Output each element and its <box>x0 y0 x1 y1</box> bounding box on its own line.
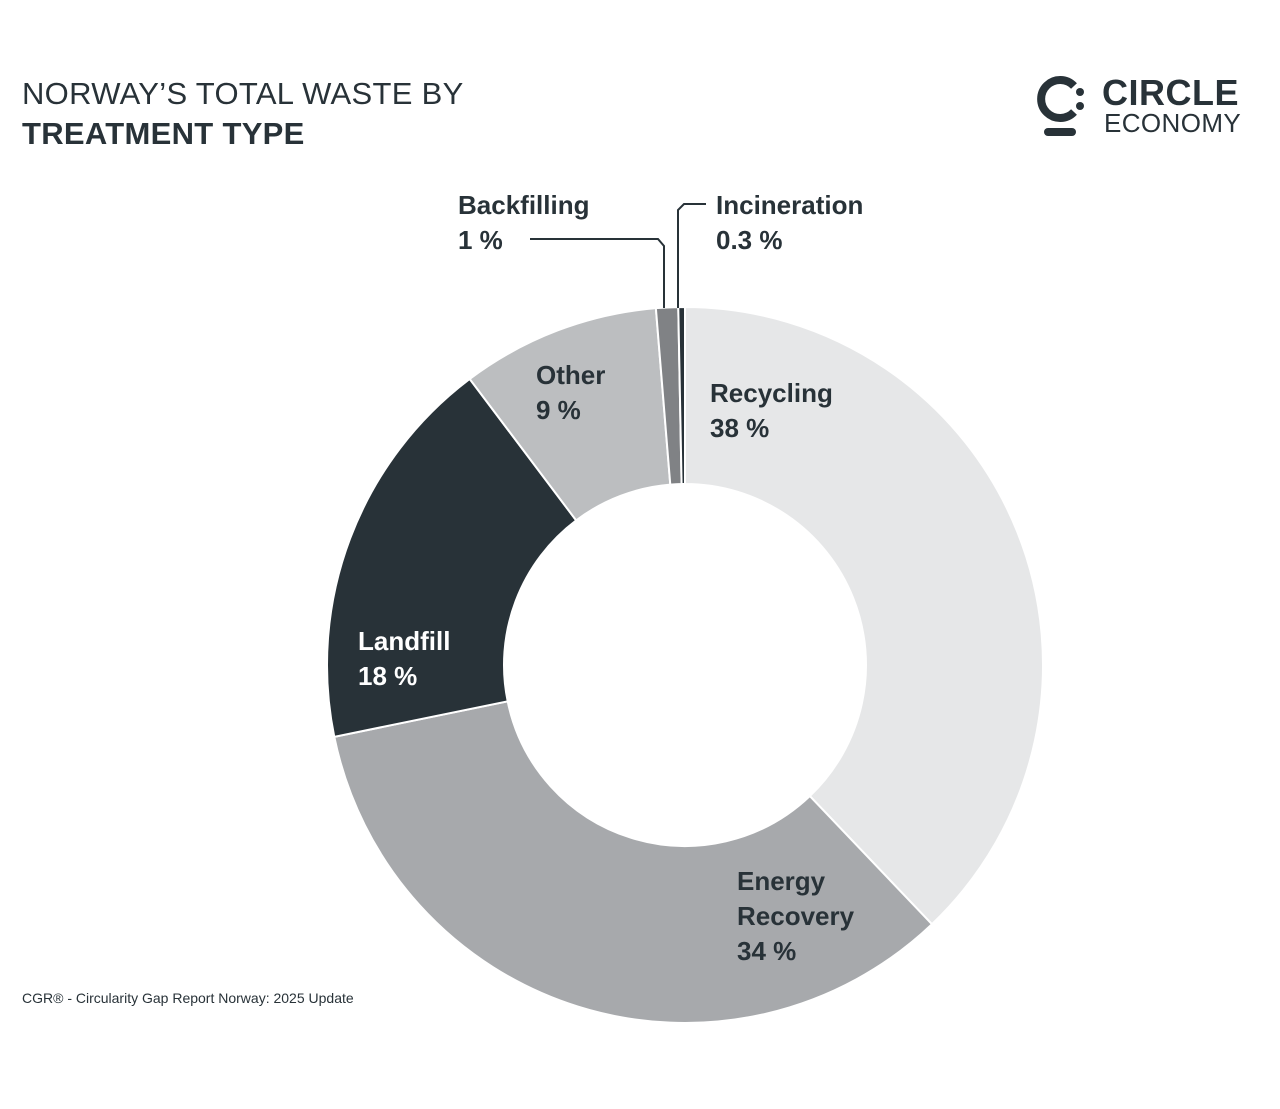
title-line-2: TREATMENT TYPE <box>22 116 305 151</box>
slice-energy-recovery <box>333 700 934 1024</box>
logo-text-circle: CIRCLE <box>1102 72 1239 113</box>
circle-economy-logo: CIRCLE ECONOMY <box>1034 72 1264 142</box>
label-landfill: Landfill 18 % <box>358 626 450 691</box>
label-incineration-value: 0.3 % <box>716 225 783 255</box>
label-other-name: Other <box>536 360 605 390</box>
slice-labels: Recycling 38 % Energy Recovery 34 % Landfill 1… <box>358 190 863 966</box>
label-energy-recovery-name: Energy <box>737 866 826 896</box>
label-landfill-value: 18 % <box>358 661 417 691</box>
label-other: Other 9 % <box>536 360 605 425</box>
label-energy-recovery-value: 34 % <box>737 936 796 966</box>
slice-incineration <box>677 305 686 486</box>
label-recycling-name: Recycling <box>710 378 833 408</box>
label-incineration-name: Incineration <box>716 190 863 220</box>
label-backfilling: Backfilling 1 % <box>458 190 589 255</box>
label-landfill-name: Landfill <box>358 626 450 656</box>
donut-slices <box>326 305 1044 1024</box>
label-recycling: Recycling 38 % <box>710 378 833 443</box>
leader-line-backfilling <box>530 238 665 308</box>
leader-lines <box>530 203 706 308</box>
slice-landfill <box>326 377 578 739</box>
title-line-1: NORWAY’S TOTAL WASTE BY <box>22 76 464 111</box>
slice-recycling <box>684 305 1044 926</box>
label-energy-recovery: Energy Recovery 34 % <box>737 866 855 966</box>
logo-text-economy: ECONOMY <box>1104 108 1242 138</box>
label-backfilling-name: Backfilling <box>458 190 589 220</box>
label-energy-recovery-name: Recovery <box>737 901 855 931</box>
label-backfilling-value: 1 % <box>458 225 503 255</box>
circle-economy-logo-icon <box>1037 76 1084 136</box>
label-other-value: 9 % <box>536 395 581 425</box>
label-incineration: Incineration 0.3 % <box>716 190 863 255</box>
leader-line-incineration <box>677 203 706 308</box>
chart-title: NORWAY’S TOTAL WASTE BY TREATMENT TYPE <box>22 74 464 154</box>
source-note: CGR® - Circularity Gap Report Norway: 20… <box>22 990 354 1006</box>
label-recycling-value: 38 % <box>710 413 769 443</box>
